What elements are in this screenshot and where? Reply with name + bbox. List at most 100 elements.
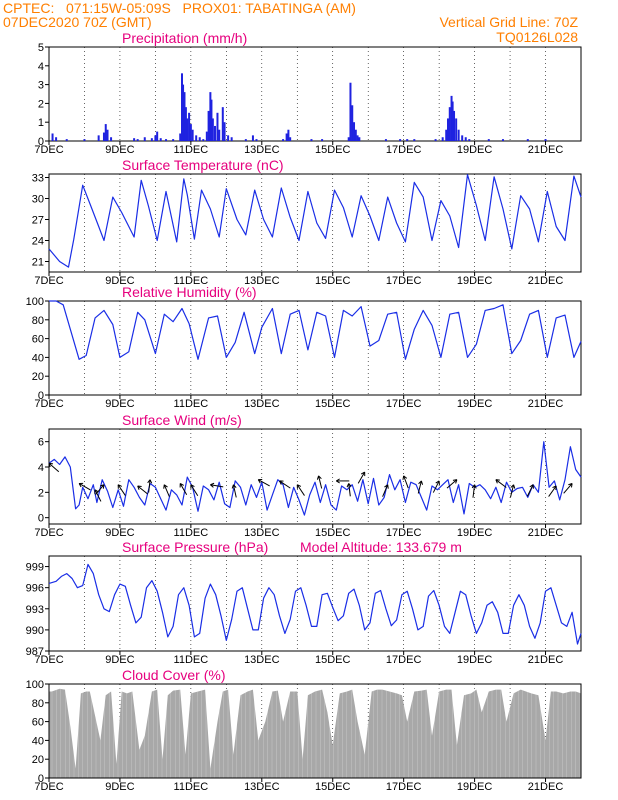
precip-bar (384, 139, 387, 141)
header-grid-info: Vertical Grid Line: 70Z (439, 14, 578, 30)
x-tick-label: 11DEC (174, 654, 209, 666)
wind-arrow-head (296, 484, 302, 489)
wind-arrow-head (257, 478, 263, 484)
precip-bar (210, 99, 213, 141)
y-tick-label: 987 (26, 646, 44, 658)
wind-arrow-head (568, 482, 573, 488)
x-tick-label: 13DEC (244, 275, 280, 287)
panel-frame (48, 173, 582, 273)
precip-bar (188, 112, 191, 141)
precip-bar (501, 139, 504, 141)
x-tick-label: 13DEC (244, 144, 280, 156)
wind-arrow-head (163, 484, 168, 489)
panel-frame (48, 300, 582, 396)
precip-bar (406, 139, 409, 141)
x-tick-label: 15DEC (315, 781, 351, 793)
wind-arrow-head (495, 479, 500, 484)
x-tick-label: 11DEC (174, 275, 209, 287)
wind-arrow-shaft (117, 484, 126, 496)
x-tick-label: 17DEC (386, 527, 422, 539)
x-tick-label: 15DEC (315, 144, 351, 156)
wind-arrow-head (279, 480, 284, 485)
wind-arrow-shaft (318, 475, 323, 489)
precip-bar (83, 139, 86, 141)
wind-arrow-shaft (95, 484, 105, 495)
wind-arrow-shaft (382, 484, 389, 497)
precip-bar (356, 135, 359, 141)
y-tick-label: 40 (32, 735, 44, 747)
precip-bar (230, 137, 233, 141)
panel-5: Surface Pressure (hPa) Model Altitude: 13… (26, 539, 582, 666)
precip-bar (251, 135, 254, 141)
precip-bar (207, 110, 210, 141)
precip-bar (354, 129, 357, 141)
precip-bar (289, 137, 292, 141)
wind-arrow-head (117, 484, 122, 489)
x-tick-label: 15DEC (315, 527, 351, 539)
precip-bar (216, 112, 219, 141)
precip-bar (358, 137, 361, 141)
precip-bar (451, 101, 454, 141)
precip-bar (205, 131, 208, 141)
wind-arrow-shaft (190, 484, 199, 497)
wind-arrow-shaft (296, 484, 305, 496)
x-tick-label: 15DEC (315, 398, 351, 410)
precip-bar (136, 139, 139, 141)
wind-arrow-head (147, 479, 153, 484)
wind-arrow-shaft (258, 479, 270, 487)
series-line (49, 300, 582, 360)
precip-bar (349, 82, 352, 141)
header-model-code: TQ0126L028 (496, 29, 578, 45)
x-tick-label: 15DEC (315, 275, 351, 287)
panel-title: Relative Humidity (%) (122, 284, 257, 300)
precip-bar (282, 139, 285, 141)
precip-bar (198, 137, 201, 141)
x-tick-label: 21DEC (528, 398, 564, 410)
wind-arrow-head (360, 471, 366, 477)
precip-bar (55, 137, 58, 141)
precip-bar (461, 135, 464, 141)
precip-bar (218, 129, 221, 141)
precip-bar (347, 137, 350, 141)
y-tick-label: 100 (26, 679, 44, 691)
y-tick-label: 5 (38, 42, 44, 54)
precip-bar (65, 139, 68, 141)
y-tick-label: 40 (32, 352, 44, 364)
panel-title: Surface Wind (m/s) (122, 412, 242, 428)
y-tick-label: 999 (26, 562, 44, 574)
precip-bar (445, 129, 448, 141)
x-tick-label: 7DEC (34, 527, 63, 539)
precip-bar (213, 125, 216, 141)
x-tick-label: 21DEC (528, 654, 564, 666)
wind-arrow-shaft (137, 485, 149, 495)
header-line-1: CPTEC: 071:15W-05:09S PROX01: TABATINGA … (3, 0, 356, 16)
panel-6: Cloud Cover (%) 0 20 40 60 80 100 7DEC 9DEC 11DEC… (26, 667, 582, 793)
wind-arrow-head (346, 483, 352, 488)
x-tick-label: 15DEC (315, 654, 351, 666)
precip-bar (434, 139, 437, 141)
precip-bar (183, 92, 186, 141)
precip-bar (211, 118, 214, 141)
y-tick-label: 33 (32, 173, 44, 185)
y-tick-label: 27 (32, 215, 44, 227)
precip-bar (159, 138, 162, 141)
wind-arrow-shaft (163, 484, 170, 497)
wind-arrow-head (78, 482, 84, 488)
wind-arrow-shaft (509, 484, 515, 498)
x-tick-label: 13DEC (244, 654, 280, 666)
x-tick-label: 13DEC (244, 781, 280, 793)
panel-frame-top (48, 683, 582, 779)
precip-bar (102, 132, 105, 141)
wind-arrow-head (190, 484, 195, 489)
wind-arrow-shaft (417, 480, 422, 494)
wind-arrow-shaft (446, 479, 458, 489)
y-tick-label: 21 (32, 257, 44, 269)
precip-bar (186, 118, 189, 141)
panel-title: Cloud Cover (%) (122, 667, 225, 683)
x-tick-label: 17DEC (386, 398, 422, 410)
y-tick-label: 80 (32, 315, 44, 327)
precip-bar (544, 139, 547, 141)
precip-bar (321, 139, 324, 141)
x-tick-label: 9DEC (105, 398, 134, 410)
